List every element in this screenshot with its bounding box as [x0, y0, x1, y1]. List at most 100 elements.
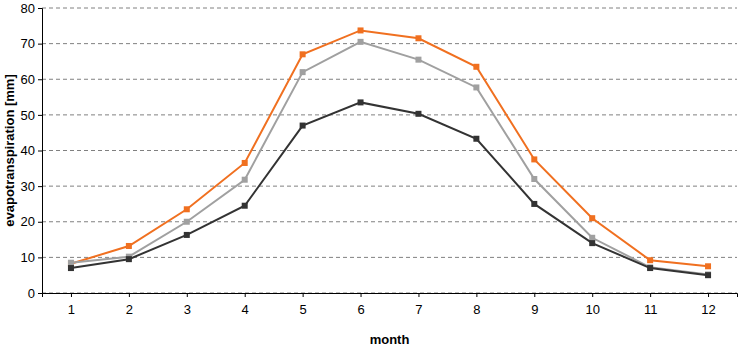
x-tick-label: 5 [300, 302, 307, 317]
series-marker [473, 136, 479, 142]
y-tick-mark [38, 293, 42, 294]
x-axis-line [43, 294, 738, 298]
x-tick-mark [245, 293, 246, 297]
grid-line [42, 43, 737, 44]
x-tick: 4 [242, 293, 249, 317]
grid [42, 8, 737, 293]
series-marker [705, 263, 711, 269]
series-marker [531, 176, 537, 182]
series-marker [647, 264, 653, 270]
y-tick-label: 40 [21, 143, 35, 158]
y-tick: 80 [21, 1, 42, 16]
y-tick-label: 30 [21, 179, 35, 194]
x-tick-mark [71, 293, 72, 297]
series-marker [415, 57, 421, 63]
x-tick-mark [534, 293, 535, 297]
y-axis-line [38, 9, 43, 294]
y-tick-label: 0 [28, 286, 35, 301]
grid-line [42, 221, 737, 222]
grid-line [42, 114, 737, 115]
y-tick-mark [38, 44, 42, 45]
x-tick-label: 9 [531, 302, 538, 317]
series-marker [358, 99, 364, 105]
y-tick: 40 [21, 143, 42, 158]
x-tick-mark [476, 293, 477, 297]
series-line [71, 42, 708, 275]
series-marker [473, 84, 479, 90]
series-marker [473, 64, 479, 70]
x-tick: 7 [415, 293, 422, 317]
x-tick-mark [708, 293, 709, 297]
y-tick-mark [38, 257, 42, 258]
y-axis: 0 10 20 30 40 50 60 70 80 [21, 1, 43, 301]
series-marker [589, 215, 595, 221]
series-marker [68, 260, 74, 266]
x-tick-label: 4 [242, 302, 249, 317]
series-marker [705, 271, 711, 277]
grid-line [42, 8, 737, 9]
series-marker [415, 35, 421, 41]
series-marker [242, 160, 248, 166]
y-tick-label: 50 [21, 108, 35, 123]
y-tick-mark [38, 222, 42, 223]
x-tick-label: 3 [184, 302, 191, 317]
y-tick-label: 20 [21, 214, 35, 229]
x-tick-label: 7 [415, 302, 422, 317]
x-tick: 8 [473, 293, 480, 317]
series-marker [531, 201, 537, 207]
series-marker [126, 256, 132, 262]
series-marker [242, 177, 248, 183]
plot: 01020304050607080123456789101112 [21, 1, 738, 318]
y-tick-mark [38, 8, 42, 9]
y-tick-label: 70 [21, 36, 35, 51]
x-tick-label: 1 [68, 302, 75, 317]
series-line [71, 30, 708, 266]
grid-line [42, 150, 737, 151]
x-axis: 123456789101112 [43, 293, 738, 317]
x-tick: 3 [184, 293, 191, 317]
x-tick-mark [129, 293, 130, 297]
y-tick-mark [38, 79, 42, 80]
y-tick: 0 [28, 286, 42, 301]
x-tick-mark [187, 293, 188, 297]
x-tick: 10 [585, 293, 599, 317]
x-tick: 11 [644, 293, 658, 317]
y-tick-label: 60 [21, 72, 35, 87]
series-marker [589, 235, 595, 241]
series-marker [184, 232, 190, 238]
y-tick: 20 [21, 214, 42, 229]
y-tick: 60 [21, 72, 42, 87]
x-tick-mark [650, 293, 651, 297]
series-line [71, 102, 708, 275]
x-tick-label: 8 [473, 302, 480, 317]
series-group [68, 27, 711, 278]
y-tick: 50 [21, 108, 42, 123]
grid-line [42, 79, 737, 80]
series-marker [184, 206, 190, 212]
series-marker [705, 272, 711, 278]
x-tick-label: 2 [126, 302, 133, 317]
series-marker [647, 265, 653, 271]
series-marker [531, 156, 537, 162]
y-tick-label: 10 [21, 250, 35, 265]
x-axis-title: month [370, 332, 410, 347]
x-tick-mark [592, 293, 593, 297]
x-tick: 6 [357, 293, 364, 317]
series-marker [358, 39, 364, 45]
y-tick-mark [38, 186, 42, 187]
series-marker [358, 27, 364, 33]
x-tick-label: 12 [701, 302, 715, 317]
series-marker [300, 51, 306, 57]
y-tick: 10 [21, 250, 42, 265]
y-tick: 30 [21, 179, 42, 194]
x-tick-mark [303, 293, 304, 297]
series-marker [300, 123, 306, 129]
y-tick-mark [38, 151, 42, 152]
series-marker [242, 203, 248, 209]
series-marker [647, 257, 653, 263]
chart: 01020304050607080123456789101112montheva… [0, 0, 740, 356]
x-tick-label: 6 [357, 302, 364, 317]
x-tick: 9 [531, 293, 538, 317]
y-tick-label: 80 [21, 1, 35, 16]
series-marker [184, 219, 190, 225]
